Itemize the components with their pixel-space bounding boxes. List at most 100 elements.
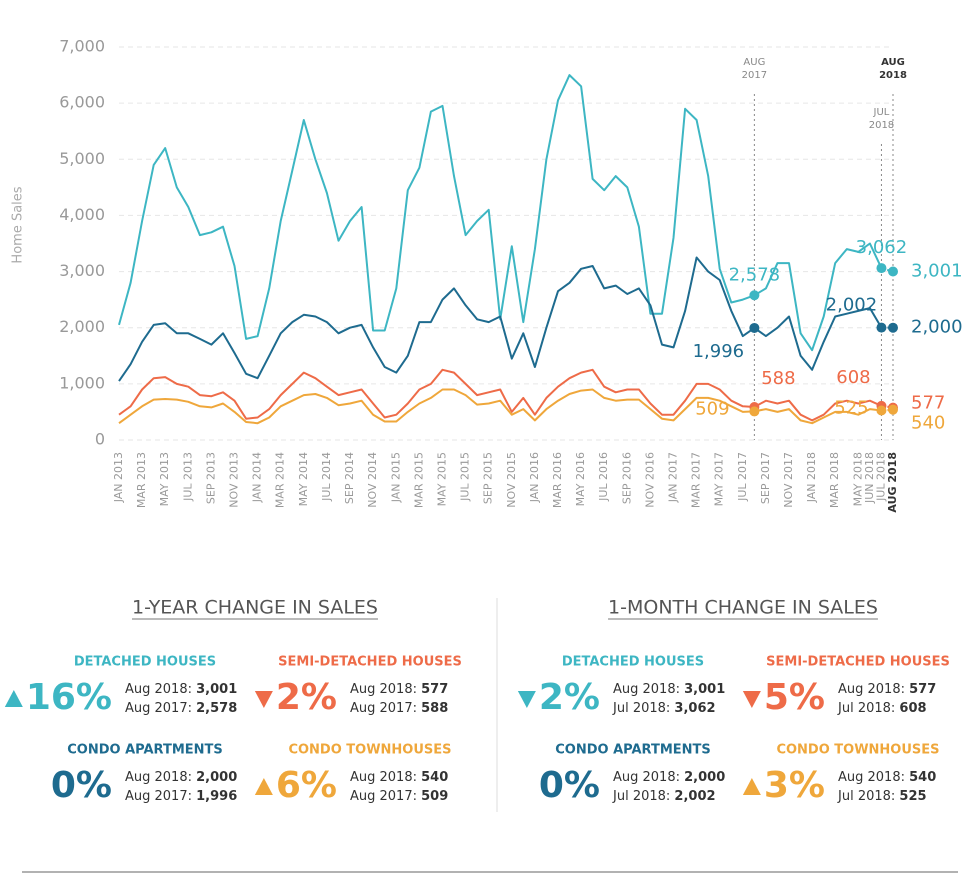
x-tick-label: JAN 2013: [112, 452, 125, 503]
x-tick-label: MAY 2015: [435, 452, 448, 506]
x-tick-label: AUG 2018: [886, 452, 899, 513]
item-line: Aug 2017: 2,578: [125, 701, 237, 716]
item-name: DETACHED HOUSES: [74, 655, 216, 670]
arrow-up: [742, 778, 761, 795]
item-line: Aug 2018: 577: [350, 682, 448, 697]
item-line: Aug 2018: 3,001: [125, 682, 237, 697]
x-tick-label: SEP 2017: [759, 452, 772, 504]
x-tick-label: MAY 2018: [851, 452, 864, 506]
item-name: SEMI-DETACHED HOUSES: [278, 655, 462, 670]
marker-label: AUG: [743, 57, 765, 68]
item-line: Aug 2018: 2,000: [125, 770, 237, 785]
x-tick-label: MAY 2013: [158, 452, 171, 506]
x-tick-label: SEP 2015: [482, 452, 495, 504]
x-tick-label: JAN 2016: [528, 452, 541, 503]
item-name: CONDO APARTMENTS: [555, 743, 711, 758]
point: [749, 406, 760, 417]
x-tick-label: NOV 2014: [366, 452, 379, 508]
point: [876, 263, 887, 274]
line-label: Aug 2018:: [838, 770, 905, 785]
line-value: 2,578: [196, 701, 237, 716]
item-line: Aug 2018: 2,000: [613, 770, 725, 785]
x-tick-label: SEP 2016: [620, 452, 633, 504]
line-label: Aug 2017:: [350, 701, 417, 716]
line-label: Aug 2017:: [125, 701, 192, 716]
marker-label: JUL: [873, 107, 890, 118]
line-label: Jul 2018:: [837, 701, 895, 716]
item-change: 6%: [276, 765, 337, 806]
line-value: 3,062: [674, 701, 715, 716]
x-tick-label: NOV 2017: [782, 452, 795, 508]
line-value: 2,000: [684, 770, 725, 785]
item-change: 5%: [764, 677, 825, 718]
item-line: Aug 2017: 1,996: [125, 789, 237, 804]
item-line: Jul 2018: 3,062: [612, 701, 716, 716]
y-tick-label: 0: [95, 430, 105, 449]
point-label: 3,001: [911, 261, 963, 282]
y-tick-label: 6,000: [59, 93, 105, 112]
line-value: 525: [899, 789, 926, 804]
x-tick-label: SEP 2013: [204, 452, 217, 504]
point-label: 509: [695, 398, 729, 419]
y-tick-label: 7,000: [59, 37, 105, 56]
point: [876, 405, 887, 416]
item-name: SEMI-DETACHED HOUSES: [766, 655, 950, 670]
x-tick-label: MAR 2017: [690, 452, 703, 508]
x-tick-label: MAY 2017: [713, 452, 726, 506]
x-tick-label: NOV 2015: [505, 452, 518, 508]
x-tick-label: MAR 2018: [828, 452, 841, 508]
point-label: 588: [761, 368, 795, 389]
point: [749, 322, 760, 333]
line-label: Jul 2018:: [837, 789, 895, 804]
point: [888, 322, 898, 333]
item-line: Aug 2018: 540: [350, 770, 448, 785]
point: [749, 290, 760, 301]
item-line: Aug 2017: 509: [350, 789, 448, 804]
point: [876, 322, 887, 333]
line-label: Aug 2018:: [350, 682, 417, 697]
line-value: 3,001: [196, 682, 237, 697]
point-label: 2,000: [911, 317, 963, 338]
line-value: 2,002: [674, 789, 715, 804]
line-label: Jul 2018:: [612, 701, 670, 716]
line-value: 608: [899, 701, 926, 716]
line-label: Aug 2018:: [613, 770, 680, 785]
item-line: Jul 2018: 608: [837, 701, 927, 716]
line-value: 540: [421, 770, 448, 785]
item-name: CONDO TOWNHOUSES: [776, 743, 939, 758]
x-tick-label: SEP 2014: [343, 452, 356, 504]
arrow-down: [517, 691, 536, 708]
x-tick-label: MAY 2014: [297, 452, 310, 506]
arrow-down: [742, 691, 761, 708]
arrow-up: [254, 778, 273, 795]
item-line: Aug 2018: 3,001: [613, 682, 725, 697]
line-value: 3,001: [684, 682, 725, 697]
y-tick-label: 2,000: [59, 317, 105, 336]
y-tick-label: 1,000: [59, 373, 105, 392]
x-tick-label: JAN 2017: [667, 452, 680, 503]
item-name: CONDO TOWNHOUSES: [288, 743, 451, 758]
marker-label: AUG: [881, 57, 905, 68]
x-tick-label: MAR 2016: [551, 452, 564, 508]
line-value: 2,000: [196, 770, 237, 785]
item-change: 2%: [539, 677, 600, 718]
marker-label: 2017: [742, 70, 767, 81]
item-line: Jul 2018: 2,002: [612, 789, 716, 804]
x-tick-label: JAN 2015: [389, 452, 402, 503]
x-tick-label: JUL 2015: [459, 452, 472, 502]
x-tick-label: NOV 2013: [228, 452, 241, 508]
x-tick-label: JAN 2018: [805, 452, 818, 503]
x-tick-label: NOV 2016: [643, 452, 656, 508]
x-tick-label: JUL 2013: [181, 452, 194, 502]
y-axis-label: Home Sales: [11, 186, 26, 263]
x-tick-label: JUL 2016: [597, 452, 610, 502]
line-label: Aug 2018:: [125, 770, 192, 785]
x-tick-label: JUL 2017: [736, 452, 749, 502]
line-value: 509: [421, 789, 448, 804]
marker-label: 2018: [879, 70, 907, 81]
x-tick-label: JUL 2018: [874, 452, 887, 502]
line-label: Aug 2018:: [125, 682, 192, 697]
item-change: 0%: [539, 765, 600, 806]
point-label: 525: [834, 398, 868, 419]
line-value: 540: [909, 770, 936, 785]
